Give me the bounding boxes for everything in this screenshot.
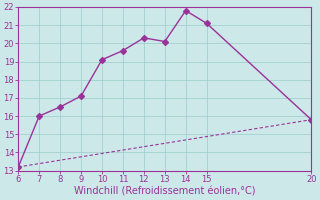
X-axis label: Windchill (Refroidissement éolien,°C): Windchill (Refroidissement éolien,°C) <box>74 187 256 197</box>
